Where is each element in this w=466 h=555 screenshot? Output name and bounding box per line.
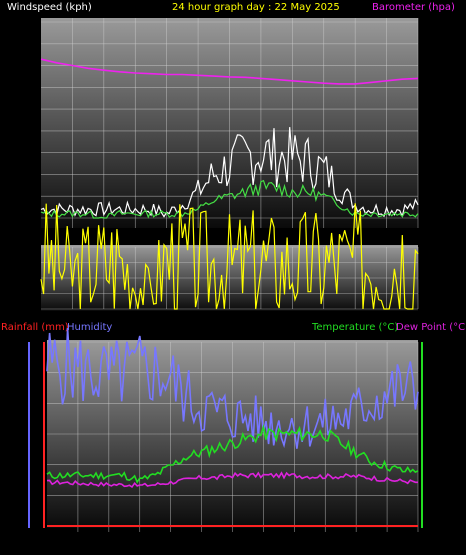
panel1-grid — [41, 18, 419, 228]
barometer-axis-title: Barometer (hpa) — [372, 2, 455, 13]
windspeed-axis-title: Windspeed (kph) — [7, 2, 92, 13]
humidity-axis-title: Humidity — [67, 322, 112, 333]
temperature-axis-title: Temperature (°C) — [311, 322, 398, 333]
dewpoint-series-line — [46, 471, 418, 488]
wind-direction-line — [40, 203, 419, 310]
humidity-series-line — [46, 327, 419, 449]
chart-title: 24 hour graph day : 22 May 2025 — [172, 2, 340, 13]
panel2-grid — [41, 246, 419, 310]
dewpoint-axis-title: Dew Point (°C) — [396, 322, 466, 333]
barometer-series-line — [40, 58, 419, 85]
temperature-series-line — [46, 424, 419, 484]
rainfall-axis-title: Rainfall (mm) — [1, 322, 69, 333]
